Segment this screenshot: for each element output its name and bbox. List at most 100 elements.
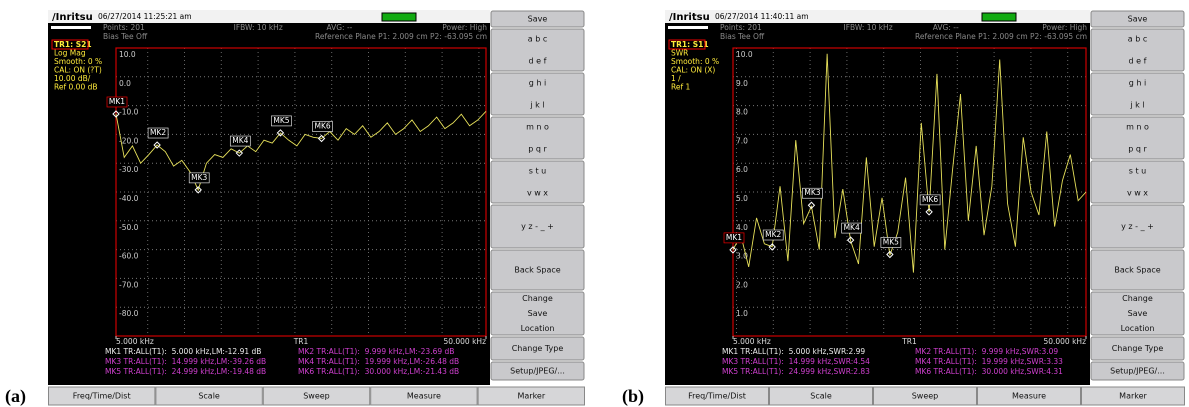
- marker-label: MK4: [232, 136, 248, 145]
- softkey-label[interactable]: Change Type: [1112, 344, 1164, 353]
- softkey-label[interactable]: j k l: [1129, 101, 1144, 110]
- trace-name: TR1: [293, 337, 309, 346]
- y-tick-label: -10.0: [119, 108, 139, 117]
- softkey-label[interactable]: p q r: [528, 145, 547, 154]
- battery: [982, 13, 1016, 21]
- y-tick-label: 8.0: [736, 108, 748, 117]
- softkey-label[interactable]: y z - _ +: [1121, 222, 1154, 231]
- menu-tab-label[interactable]: Marker: [1119, 392, 1147, 401]
- y-tick-label: 10.0: [119, 50, 136, 59]
- points: Points: 201: [103, 23, 145, 32]
- softkey-label[interactable]: j k l: [529, 101, 544, 110]
- trace-info: Ref 1: [671, 83, 691, 92]
- softkey-label[interactable]: y z - _ +: [521, 222, 554, 231]
- softkey-label[interactable]: Setup/JPEG/...: [1110, 367, 1165, 376]
- menu-tab-label[interactable]: Marker: [517, 392, 545, 401]
- softkey-label[interactable]: g h i: [529, 79, 546, 88]
- marker-readout: MK2 TR:ALL(T1): 9.999 kHz,SWR:3.09: [915, 347, 1058, 356]
- marker-readout: MK5 TR:ALL(T1): 24.999 kHz,LM:-19.48 dB: [105, 367, 266, 376]
- marker-label: MK2: [150, 128, 166, 137]
- softkey-label[interactable]: Back Space: [514, 266, 560, 275]
- y-tick-label: -60.0: [119, 252, 139, 261]
- battery: [382, 13, 416, 21]
- logo-bar: [51, 26, 91, 29]
- softkey-label[interactable]: p q r: [1128, 145, 1147, 154]
- softkey-label[interactable]: s t u: [1129, 167, 1146, 176]
- softkey-label[interactable]: Change: [522, 294, 553, 303]
- marker-readout: MK1 TR:ALL(T1): 5.000 kHz,LM:-12.91 dB: [105, 347, 261, 356]
- softkey-label[interactable]: Location: [1121, 324, 1155, 333]
- softkey-label[interactable]: d e f: [529, 57, 547, 66]
- logo: /Inritsu: [52, 12, 93, 23]
- menu-tab-label[interactable]: Sweep: [912, 392, 939, 401]
- x-tick-label: 5.000 kHz: [733, 337, 771, 346]
- y-tick-label: 1.0: [736, 309, 748, 318]
- marker-readout: MK4 TR:ALL(T1): 19.999 kHz,SWR:3.33: [915, 357, 1063, 366]
- avg: AVG: --: [933, 23, 959, 32]
- menu-tab-label[interactable]: Sweep: [303, 392, 330, 401]
- logo: /Inritsu: [669, 12, 710, 23]
- softkey-label[interactable]: v w x: [527, 189, 548, 198]
- softkey-label[interactable]: a b c: [528, 35, 547, 44]
- y-tick-label: -50.0: [119, 223, 139, 232]
- marker-readout: MK1 TR:ALL(T1): 5.000 kHz,SWR:2.99: [722, 347, 865, 356]
- bias-tee: Bias Tee Off: [720, 32, 765, 41]
- points: Points: 201: [720, 23, 762, 32]
- y-tick-label: 7.0: [736, 136, 748, 145]
- marker-readout: MK4 TR:ALL(T1): 19.999 kHz,LM:-26.48 dB: [298, 357, 459, 366]
- softkey-label[interactable]: m n o: [526, 123, 549, 132]
- x-tick-label: 5.000 kHz: [116, 337, 154, 346]
- menu-tab-label[interactable]: Measure: [407, 392, 441, 401]
- marker-label: MK6: [314, 122, 330, 131]
- marker-label: MK5: [883, 237, 899, 246]
- power: Power: High: [1042, 23, 1087, 32]
- menu-tab-label[interactable]: Freq/Time/Dist: [688, 392, 746, 401]
- softkey-label[interactable]: a b c: [1128, 35, 1147, 44]
- softkey-label[interactable]: s t u: [529, 167, 546, 176]
- menu-tab-label[interactable]: Measure: [1012, 392, 1046, 401]
- softkey-label[interactable]: Setup/JPEG/...: [510, 367, 565, 376]
- marker-readout: MK3 TR:ALL(T1): 14.999 kHz,LM:-39.26 dB: [105, 357, 266, 366]
- datetime: 06/27/2014 11:25:21 am: [98, 12, 192, 21]
- menu-tab-label[interactable]: Scale: [198, 392, 220, 401]
- y-tick-label: 10.0: [736, 50, 753, 59]
- y-tick-label: 0.0: [119, 79, 131, 88]
- ifbw: IFBW: 10 kHz: [844, 23, 893, 32]
- softkey-label[interactable]: Save: [528, 309, 548, 318]
- menu-tab-label[interactable]: Scale: [810, 392, 832, 401]
- marker-readout: MK5 TR:ALL(T1): 24.999 kHz,SWR:2.83: [722, 367, 870, 376]
- softkey-label[interactable]: v w x: [1127, 189, 1148, 198]
- panel-caption: (b): [622, 386, 644, 407]
- reference-plane: Reference Plane P1: 2.009 cm P2: -63.095…: [315, 32, 487, 41]
- softkey-label[interactable]: Change: [1122, 294, 1153, 303]
- marker-label: MK3: [191, 173, 207, 182]
- marker-label: MK3: [804, 188, 820, 197]
- y-tick-label: 2.0: [736, 280, 748, 289]
- datetime: 06/27/2014 11:40:11 am: [715, 12, 809, 21]
- softkey-label[interactable]: d e f: [1129, 57, 1147, 66]
- softkey-label[interactable]: m n o: [1126, 123, 1149, 132]
- y-tick-label: 5.0: [736, 194, 748, 203]
- softkey-label[interactable]: Save: [1128, 15, 1148, 24]
- y-tick-label: -30.0: [119, 165, 139, 174]
- y-tick-label: -40.0: [119, 194, 139, 203]
- softkey-label[interactable]: Save: [1128, 309, 1148, 318]
- y-tick-label: -70.0: [119, 280, 139, 289]
- logo-bar: [668, 26, 708, 29]
- marker-label: MK1: [726, 233, 742, 242]
- softkey-label[interactable]: Change Type: [512, 344, 564, 353]
- softkey-label[interactable]: Location: [521, 324, 555, 333]
- trace-info: Ref 0.00 dB: [54, 83, 98, 92]
- softkey-label[interactable]: Back Space: [1114, 266, 1160, 275]
- bias-tee: Bias Tee Off: [103, 32, 148, 41]
- x-tick-label: 50.000 kHz: [1043, 337, 1086, 346]
- marker-label: MK4: [844, 223, 860, 232]
- marker-readout: MK6 TR:ALL(T1): 30.000 kHz,LM:-21.43 dB: [298, 367, 459, 376]
- ifbw: IFBW: 10 kHz: [234, 23, 283, 32]
- softkey-label[interactable]: g h i: [1129, 79, 1146, 88]
- marker-label: MK5: [273, 116, 289, 125]
- softkey-label[interactable]: Save: [528, 15, 548, 24]
- marker-label: MK2: [765, 230, 781, 239]
- instrument-screen: (b) /Inritsu 06/27/2014 11:40:11 am Points:…: [622, 10, 1185, 407]
- menu-tab-label[interactable]: Freq/Time/Dist: [73, 392, 131, 401]
